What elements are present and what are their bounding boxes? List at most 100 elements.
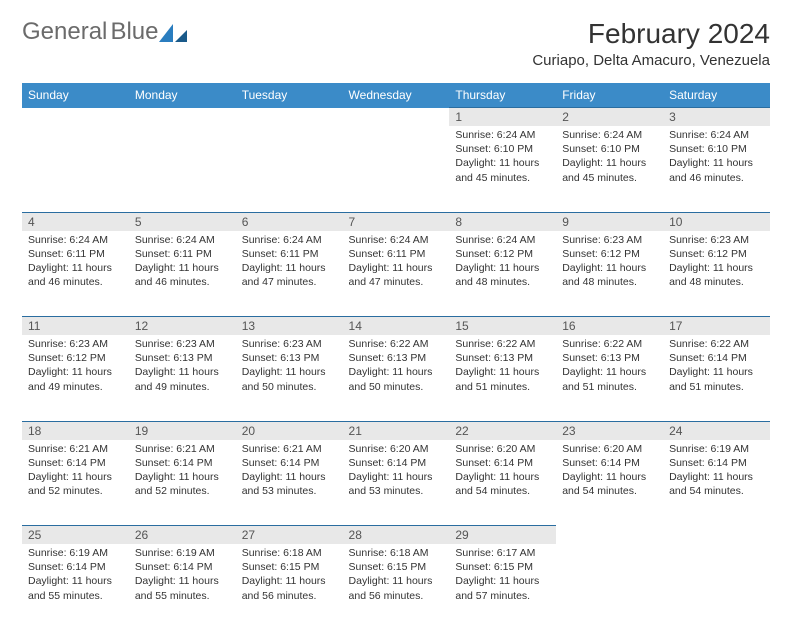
day-sunset: Sunset: 6:15 PM [242, 560, 337, 574]
day-sunset: Sunset: 6:14 PM [28, 456, 123, 470]
day-dl2: and 49 minutes. [135, 380, 230, 394]
day-sunset: Sunset: 6:12 PM [28, 351, 123, 365]
day-number: 23 [556, 421, 663, 440]
day-dl2: and 54 minutes. [455, 484, 550, 498]
day-sunset: Sunset: 6:11 PM [28, 247, 123, 261]
day-cell: Sunrise: 6:18 AMSunset: 6:15 PMDaylight:… [343, 544, 450, 630]
day-sunrise: Sunrise: 6:23 AM [242, 337, 337, 351]
day-dl2: and 54 minutes. [562, 484, 657, 498]
day-cell: Sunrise: 6:22 AMSunset: 6:13 PMDaylight:… [449, 335, 556, 421]
day-dl2: and 53 minutes. [242, 484, 337, 498]
day-dl2: and 48 minutes. [562, 275, 657, 289]
day-cell [663, 544, 770, 630]
day-cell: Sunrise: 6:19 AMSunset: 6:14 PMDaylight:… [129, 544, 236, 630]
day-cell: Sunrise: 6:24 AMSunset: 6:11 PMDaylight:… [22, 231, 129, 317]
day-sunrise: Sunrise: 6:24 AM [242, 233, 337, 247]
day-dl1: Daylight: 11 hours [242, 574, 337, 588]
day-cell: Sunrise: 6:22 AMSunset: 6:13 PMDaylight:… [343, 335, 450, 421]
day-dl1: Daylight: 11 hours [349, 470, 444, 484]
day-dl1: Daylight: 11 hours [562, 365, 657, 379]
day-dl1: Daylight: 11 hours [135, 261, 230, 275]
day-number: 3 [663, 108, 770, 127]
day-dl2: and 49 minutes. [28, 380, 123, 394]
day-dl2: and 57 minutes. [455, 589, 550, 603]
day-sunrise: Sunrise: 6:24 AM [135, 233, 230, 247]
day-data-row: Sunrise: 6:24 AMSunset: 6:10 PMDaylight:… [22, 126, 770, 212]
day-number: 20 [236, 421, 343, 440]
day-number [236, 108, 343, 127]
day-cell: Sunrise: 6:19 AMSunset: 6:14 PMDaylight:… [663, 440, 770, 526]
day-number: 17 [663, 317, 770, 336]
day-sunset: Sunset: 6:12 PM [455, 247, 550, 261]
title-block: February 2024 Curiapo, Delta Amacuro, Ve… [532, 18, 770, 69]
location: Curiapo, Delta Amacuro, Venezuela [532, 52, 770, 69]
day-sunset: Sunset: 6:14 PM [242, 456, 337, 470]
day-number: 10 [663, 212, 770, 231]
day-sunrise: Sunrise: 6:19 AM [135, 546, 230, 560]
day-sunrise: Sunrise: 6:20 AM [349, 442, 444, 456]
day-dl1: Daylight: 11 hours [669, 156, 764, 170]
day-dl2: and 46 minutes. [28, 275, 123, 289]
day-cell: Sunrise: 6:24 AMSunset: 6:11 PMDaylight:… [129, 231, 236, 317]
day-cell: Sunrise: 6:21 AMSunset: 6:14 PMDaylight:… [22, 440, 129, 526]
day-cell: Sunrise: 6:22 AMSunset: 6:13 PMDaylight:… [556, 335, 663, 421]
day-sunset: Sunset: 6:15 PM [455, 560, 550, 574]
day-cell: Sunrise: 6:23 AMSunset: 6:12 PMDaylight:… [556, 231, 663, 317]
day-sunrise: Sunrise: 6:24 AM [349, 233, 444, 247]
day-cell [129, 126, 236, 212]
day-sunset: Sunset: 6:14 PM [135, 560, 230, 574]
day-sunset: Sunset: 6:13 PM [455, 351, 550, 365]
day-dl1: Daylight: 11 hours [349, 365, 444, 379]
day-dl2: and 46 minutes. [669, 171, 764, 185]
day-number: 15 [449, 317, 556, 336]
day-data-row: Sunrise: 6:23 AM Sunset: 6:12 PM Daylight:… [22, 335, 770, 421]
day-cell: Sunrise: 6:21 AMSunset: 6:14 PMDaylight:… [129, 440, 236, 526]
day-dl1: Daylight: 11 hours [455, 261, 550, 275]
day-cell: Sunrise: 6:18 AMSunset: 6:15 PMDaylight:… [236, 544, 343, 630]
day-cell: Sunrise: 6:24 AMSunset: 6:12 PMDaylight:… [449, 231, 556, 317]
day-dl2: and 50 minutes. [242, 380, 337, 394]
day-sunrise: Sunrise: 6:20 AM [562, 442, 657, 456]
day-number: 18 [22, 421, 129, 440]
day-dl2: and 48 minutes. [455, 275, 550, 289]
day-sunset: Sunset: 6:13 PM [242, 351, 337, 365]
day-dl2: and 56 minutes. [242, 589, 337, 603]
day-cell: Sunrise: 6:23 AMSunset: 6:12 PMDaylight:… [663, 231, 770, 317]
day-dl1: Daylight: 11 hours [562, 261, 657, 275]
day-sunrise: Sunrise: 6:18 AM [349, 546, 444, 560]
day-sunset: Sunset: 6:10 PM [669, 142, 764, 156]
day-sunset: Sunset: 6:13 PM [349, 351, 444, 365]
weekday-header: Sunday [22, 83, 129, 108]
weekday-header: Thursday [449, 83, 556, 108]
day-data-row: Sunrise: 6:21 AMSunset: 6:14 PMDaylight:… [22, 440, 770, 526]
day-sunrise: Sunrise: 6:17 AM [455, 546, 550, 560]
day-dl1: Daylight: 11 hours [669, 365, 764, 379]
day-number: 28 [343, 526, 450, 545]
weekday-header: Wednesday [343, 83, 450, 108]
day-number-row: 45678910 [22, 212, 770, 231]
day-cell: Sunrise: 6:24 AMSunset: 6:10 PMDaylight:… [556, 126, 663, 212]
header: General Blue February 2024 Curiapo, Delt… [22, 18, 770, 69]
day-cell: Sunrise: 6:24 AMSunset: 6:10 PMDaylight:… [663, 126, 770, 212]
day-sunrise: Sunrise: 6:20 AM [455, 442, 550, 456]
day-sunset: Sunset: 6:10 PM [562, 142, 657, 156]
day-sunrise: Sunrise: 6:19 AM [669, 442, 764, 456]
day-dl1: Daylight: 11 hours [669, 470, 764, 484]
day-data-row: Sunrise: 6:19 AMSunset: 6:14 PM Daylight:… [22, 544, 770, 630]
day-dl1: Daylight: 11 hours [28, 470, 123, 484]
day-number: 12 [129, 317, 236, 336]
day-cell: Sunrise: 6:22 AMSunset: 6:14 PMDaylight:… [663, 335, 770, 421]
day-cell: Sunrise: 6:20 AMSunset: 6:14 PMDaylight:… [556, 440, 663, 526]
day-cell: Sunrise: 6:19 AMSunset: 6:14 PMDaylight:… [22, 544, 129, 630]
day-number: 22 [449, 421, 556, 440]
day-cell [556, 544, 663, 630]
day-cell: Sunrise: 6:20 AMSunset: 6:14 PMDaylight:… [343, 440, 450, 526]
day-cell: Sunrise: 6:24 AMSunset: 6:10 PMDaylight:… [449, 126, 556, 212]
day-sunset: Sunset: 6:14 PM [562, 456, 657, 470]
day-cell: Sunrise: 6:24 AMSunset: 6:11 PMDaylight:… [343, 231, 450, 317]
day-sunrise: Sunrise: 6:22 AM [349, 337, 444, 351]
day-number [343, 108, 450, 127]
day-sunset: Sunset: 6:15 PM [349, 560, 444, 574]
day-sunset: Sunset: 6:12 PM [669, 247, 764, 261]
day-number-row: 123 [22, 108, 770, 127]
